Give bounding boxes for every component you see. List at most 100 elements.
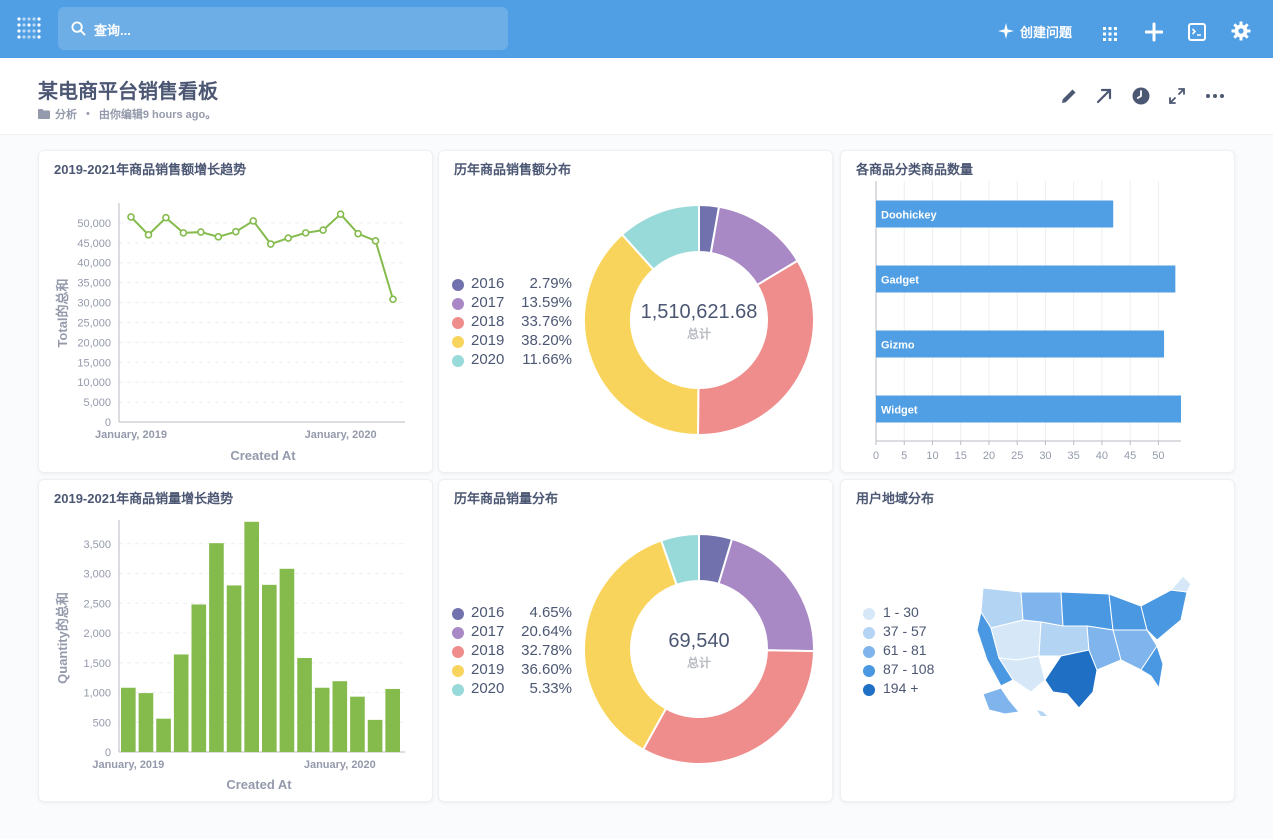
data-point <box>249 217 258 225</box>
y-tick-label: 35,000 <box>77 278 111 290</box>
card-title[interactable]: 历年商品销量分布 <box>454 491 559 506</box>
legend-item[interactable]: 2017 20.64% <box>452 623 582 642</box>
legend-item[interactable]: 2020 11.66% <box>452 351 582 370</box>
card-title[interactable]: 2019-2021年商品销售额增长趋势 <box>54 162 247 177</box>
map-region-midwest <box>1060 591 1114 631</box>
y-tick-label: 15,000 <box>77 357 111 369</box>
x-axis-label: Created At <box>226 777 292 792</box>
y-tick-label: 1,000 <box>83 688 111 700</box>
y-tick-label: 40,000 <box>77 258 111 270</box>
legend-swatch <box>452 627 464 639</box>
collection-link[interactable]: 分析 <box>55 109 77 121</box>
y-tick-label: 500 <box>93 717 111 729</box>
legend-percent: 33.76% <box>521 313 572 330</box>
region-distribution-card[interactable]: 用户地域分布 1 - 30 37 - 57 61 - 81 87 - 108 194 + <box>840 479 1235 802</box>
card-title[interactable]: 2019-2021年商品销量增长趋势 <box>54 491 234 506</box>
data-point <box>197 228 205 236</box>
grid-icon[interactable] <box>1103 22 1117 46</box>
map-region-mountain <box>990 619 1042 661</box>
map-legend-item: 61 - 81 <box>863 642 973 661</box>
x-tick-label: 50 <box>1152 450 1164 462</box>
donut-legend: 2016 4.65% 2017 20.64% 2018 32.78% 2019 36.60% 2… <box>452 604 592 704</box>
donut-slice <box>583 233 700 437</box>
metabase-logo-icon[interactable] <box>16 16 42 42</box>
sales-distribution-card[interactable]: 历年商品销售额分布 2016 2.79% 2017 13.59% 2018 33.76% 2… <box>438 150 833 473</box>
map-region-new-england <box>1170 575 1192 593</box>
legend-swatch <box>452 665 464 677</box>
search-bar[interactable]: 查询... <box>58 7 508 50</box>
data-point <box>144 231 153 239</box>
search-icon <box>71 21 86 36</box>
pencil-icon[interactable] <box>1059 86 1079 106</box>
x-axis-label: Created At <box>230 448 296 463</box>
line-chart: 0 5,000 10,000 15,000 20,000 25,000 30,000 35,0… <box>55 203 405 463</box>
bar-label: Doohickey <box>881 210 938 222</box>
top-navbar: 查询... 创建问题 <box>0 0 1273 58</box>
terminal-icon[interactable] <box>1188 20 1206 44</box>
card-title[interactable]: 历年商品销售额分布 <box>454 162 572 177</box>
legend-percent: 32.78% <box>521 642 572 659</box>
x-tick-label: 25 <box>1011 450 1023 462</box>
category-count-card[interactable]: 各商品分类商品数量 0 5 10 15 20 25 30 35 40 45 50 Doohickey G… <box>840 150 1235 473</box>
donut-total-value: 69,540 <box>668 630 730 652</box>
legend-label: 2019 <box>471 661 505 678</box>
donut-total-label: 总计 <box>686 656 711 670</box>
legend-item[interactable]: 2020 5.33% <box>452 680 582 699</box>
donut-chart <box>583 203 815 437</box>
legend-item[interactable]: 2018 32.78% <box>452 642 582 661</box>
share-arrow-icon[interactable] <box>1094 86 1114 106</box>
donut-slice <box>696 259 815 437</box>
legend-swatch <box>452 317 464 329</box>
legend-swatch <box>452 684 464 696</box>
card-title[interactable]: 用户地域分布 <box>856 491 935 506</box>
bar <box>876 265 1176 293</box>
legend-item[interactable]: 2017 13.59% <box>452 294 582 313</box>
data-point <box>232 227 240 236</box>
legend-item[interactable]: 2016 4.65% <box>452 604 582 623</box>
legend-item[interactable]: 2019 36.60% <box>452 661 582 680</box>
bar-label: Gadget <box>881 275 919 287</box>
bar <box>209 543 224 752</box>
last-edited[interactable]: 由你编辑9 hours ago。 <box>98 109 217 121</box>
map-region-north-central <box>1020 591 1064 627</box>
legend-swatch <box>863 684 875 696</box>
x-tick-label: 0 <box>873 450 879 462</box>
page-title[interactable]: 某电商平台销售看板 <box>38 81 218 103</box>
legend-swatch <box>863 608 875 620</box>
bar <box>226 585 242 752</box>
quantity-distribution-card[interactable]: 历年商品销量分布 2016 4.65% 2017 20.64% 2018 32.78% 20… <box>438 479 833 802</box>
dashboard-meta: 分析 • 由你编辑9 hours ago。 <box>38 106 216 122</box>
x-tick-label: 40 <box>1096 450 1108 462</box>
map-region-florida <box>1140 644 1164 690</box>
bar <box>262 584 277 752</box>
more-options-icon[interactable] <box>1205 86 1225 106</box>
us-choropleth-map[interactable] <box>841 480 1236 803</box>
clock-icon[interactable] <box>1131 86 1151 106</box>
horizontal-bar-chart: 0 5 10 15 20 25 30 35 40 45 50 Doohickey Gadget Gizmo… <box>873 181 1181 462</box>
legend-swatch <box>863 627 875 639</box>
sparkle-icon <box>998 23 1014 39</box>
gear-icon[interactable] <box>1231 19 1251 43</box>
legend-percent: 2.79% <box>529 275 572 292</box>
bar-label: Gizmo <box>881 340 915 352</box>
data-point <box>179 229 188 237</box>
card-title[interactable]: 各商品分类商品数量 <box>856 162 974 177</box>
legend-item[interactable]: 2019 38.20% <box>452 332 582 351</box>
x-tick-label: January, 2020 <box>305 429 377 441</box>
donut-slice <box>659 532 700 587</box>
legend-label: 87 - 108 <box>883 661 935 677</box>
fullscreen-icon[interactable] <box>1167 86 1187 106</box>
map-region-alaska <box>982 687 1020 715</box>
plus-icon[interactable] <box>1145 20 1163 44</box>
legend-item[interactable]: 2016 2.79% <box>452 275 582 294</box>
create-question-button[interactable]: 创建问题 <box>998 19 1072 43</box>
legend-label: 194 + <box>883 680 919 696</box>
sales-trend-card[interactable]: 2019-2021年商品销售额增长趋势 0 5,000 10,000 15,000 20… <box>38 150 433 473</box>
legend-percent: 36.60% <box>521 661 572 678</box>
y-tick-label: 0 <box>105 747 111 759</box>
quantity-trend-card[interactable]: 2019-2021年商品销量增长趋势 0 500 1,000 1,500 2,000 2,… <box>38 479 433 802</box>
y-tick-label: 10,000 <box>77 377 111 389</box>
x-tick-label: 20 <box>983 450 995 462</box>
x-tick-label: January, 2019 <box>95 429 167 441</box>
legend-item[interactable]: 2018 33.76% <box>452 313 582 332</box>
